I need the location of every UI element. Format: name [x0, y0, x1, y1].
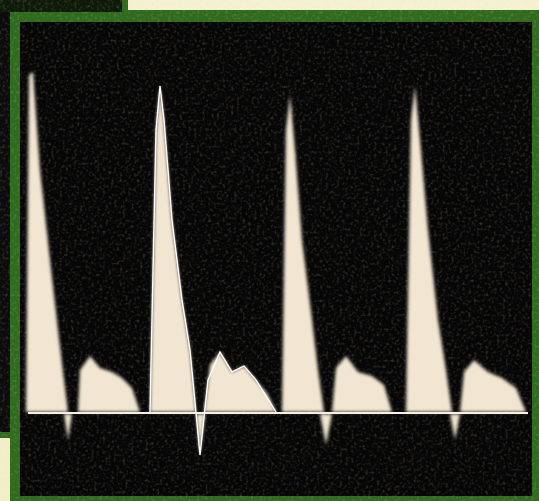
top-strip — [128, 0, 539, 10]
top-left-block — [0, 0, 122, 12]
page: {} — [0, 0, 539, 501]
doppler-image — [0, 0, 539, 501]
left-light — [0, 438, 10, 501]
speckle — [20, 22, 532, 496]
left-strip — [0, 12, 10, 432]
